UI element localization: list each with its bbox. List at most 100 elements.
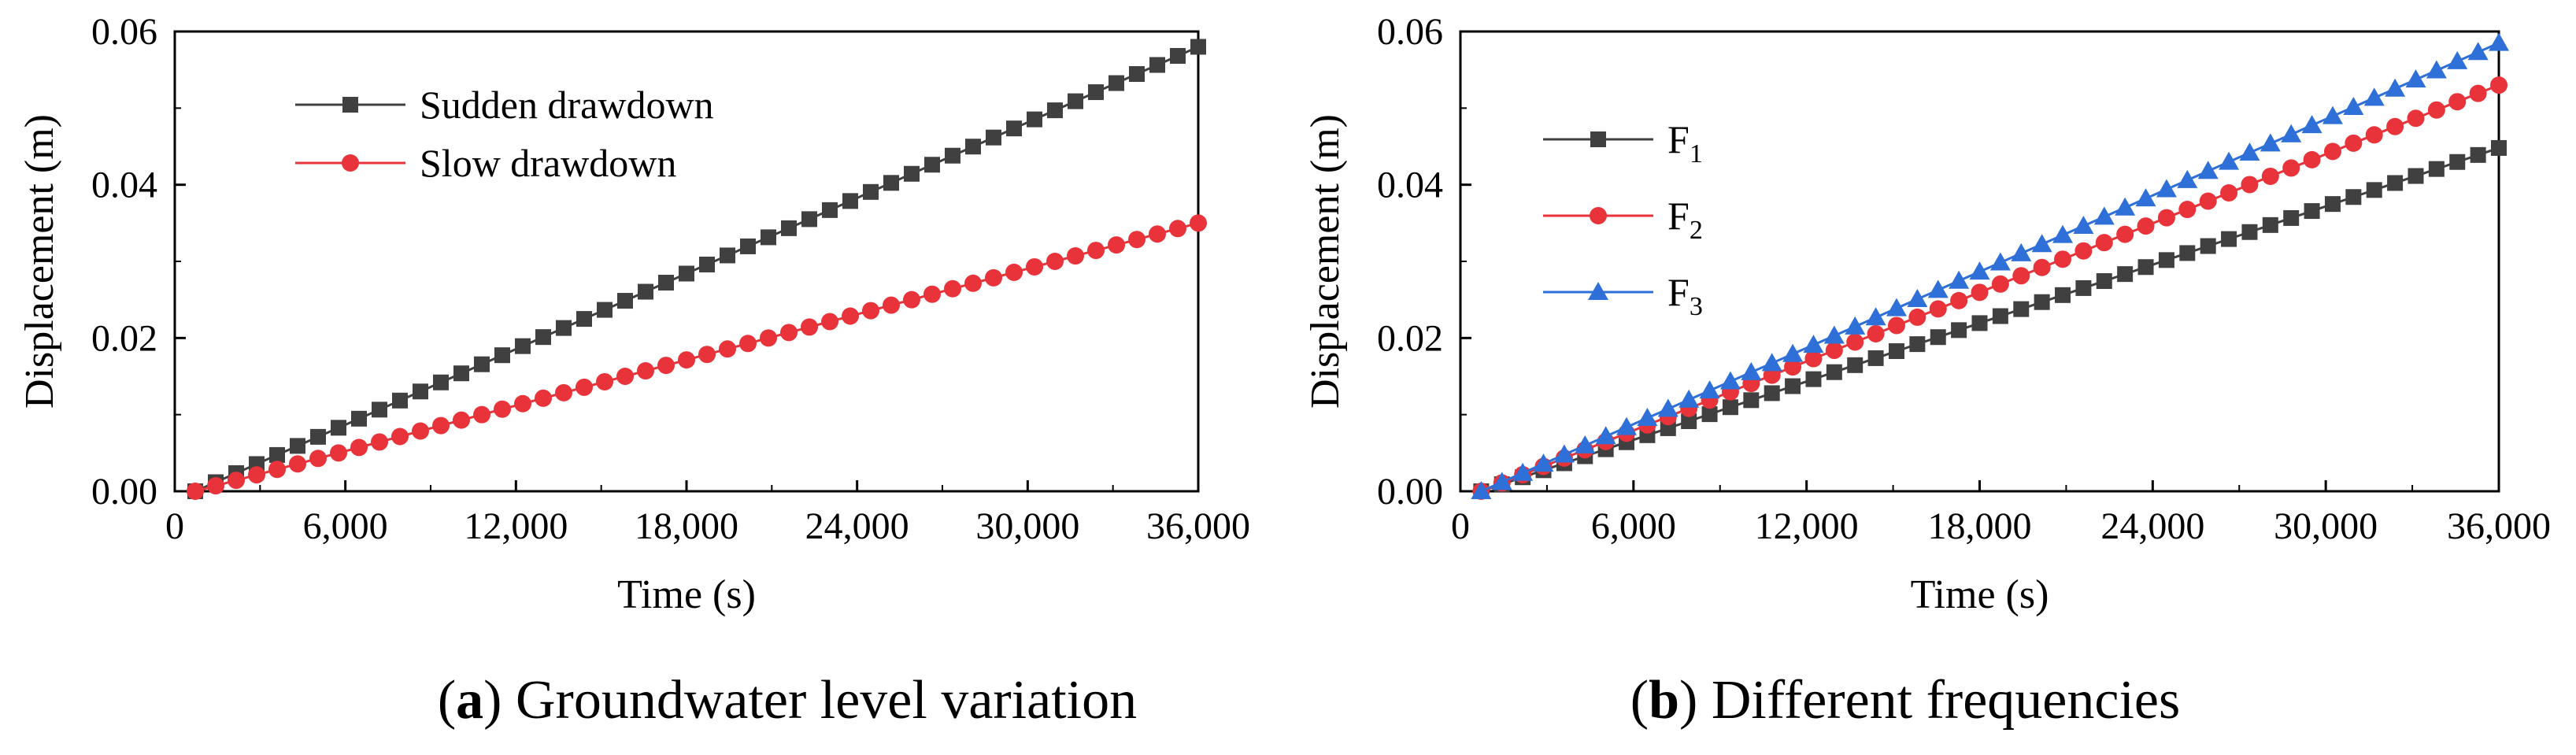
y-tick-label: 0.06 bbox=[1377, 11, 1443, 53]
data-point bbox=[1128, 231, 1146, 249]
data-point bbox=[1846, 333, 1864, 351]
data-point bbox=[1865, 307, 1886, 326]
chart-panel-a: 0 6,000 12,000 18,000 24,000 30,000 36,000 0.00… bbox=[17, 11, 1250, 731]
data-point bbox=[1047, 102, 1063, 119]
data-point bbox=[2345, 189, 2362, 205]
data-point bbox=[2052, 224, 2074, 243]
data-point bbox=[1512, 462, 1534, 481]
data-point bbox=[514, 394, 531, 413]
data-point bbox=[1969, 261, 1990, 280]
data-point bbox=[2031, 234, 2052, 253]
data-point bbox=[1108, 236, 1125, 254]
data-point bbox=[2220, 183, 2238, 202]
data-point bbox=[1907, 288, 1928, 307]
data-point bbox=[350, 439, 368, 457]
data-point bbox=[2093, 206, 2115, 225]
legend-marker bbox=[1588, 282, 1608, 300]
data-point bbox=[2116, 225, 2134, 243]
data-point bbox=[1847, 357, 1864, 373]
data-point bbox=[1678, 389, 1700, 408]
data-point bbox=[1741, 361, 1762, 380]
data-point bbox=[1657, 398, 1678, 417]
plot-frame bbox=[1459, 30, 2500, 493]
data-point bbox=[1971, 283, 1989, 302]
data-point bbox=[2137, 259, 2154, 276]
data-point bbox=[597, 302, 613, 318]
data-point bbox=[2135, 188, 2156, 207]
data-point bbox=[1761, 353, 1782, 372]
x-axis-title: Time (s) bbox=[617, 572, 756, 617]
data-point bbox=[2074, 242, 2093, 260]
data-point bbox=[2303, 150, 2321, 168]
data-point bbox=[433, 374, 449, 390]
data-point bbox=[2324, 196, 2341, 213]
data-point bbox=[862, 302, 879, 320]
data-point bbox=[2177, 169, 2198, 188]
data-point bbox=[2281, 124, 2302, 142]
data-point bbox=[1743, 392, 1760, 409]
data-point bbox=[1471, 481, 1492, 499]
data-point bbox=[760, 329, 777, 347]
data-point bbox=[740, 238, 756, 254]
data-point bbox=[1764, 385, 1780, 402]
data-point bbox=[2219, 151, 2240, 170]
caption-paren: ( bbox=[438, 670, 456, 731]
data-point bbox=[1575, 435, 1596, 453]
data-point bbox=[2387, 175, 2404, 191]
caption-tag: a bbox=[456, 670, 483, 731]
data-point bbox=[780, 324, 798, 342]
y-axis-title: Displacement (m) bbox=[1303, 114, 1348, 409]
data-point bbox=[2262, 217, 2278, 233]
data-point bbox=[1722, 399, 1738, 416]
x-tick-label: 12,000 bbox=[1755, 505, 1859, 547]
data-point bbox=[1782, 343, 1804, 362]
data-point bbox=[2408, 168, 2424, 184]
y-tick-label: 0.00 bbox=[91, 471, 157, 513]
data-point bbox=[904, 165, 920, 182]
series-0 bbox=[1473, 139, 2507, 499]
data-point bbox=[2301, 115, 2322, 134]
data-point bbox=[1927, 279, 1949, 298]
data-point bbox=[2490, 76, 2508, 94]
data-point bbox=[1971, 315, 1988, 331]
data-point bbox=[2158, 252, 2174, 268]
series-1 bbox=[187, 214, 1207, 500]
data-point bbox=[228, 472, 245, 490]
y-tick-label: 0.02 bbox=[91, 317, 157, 359]
data-point bbox=[269, 446, 285, 463]
data-point bbox=[2427, 101, 2445, 119]
data-point bbox=[923, 285, 941, 303]
y-tick-label: 0.02 bbox=[1377, 317, 1443, 359]
data-point bbox=[1805, 371, 1822, 387]
data-point bbox=[1949, 270, 1970, 289]
data-point bbox=[371, 433, 388, 451]
data-point bbox=[1909, 336, 1926, 353]
data-point bbox=[2095, 234, 2113, 252]
data-point bbox=[207, 477, 224, 495]
chart-panel-b: 0 6,000 12,000 18,000 24,000 30,000 36,000 0.00… bbox=[1303, 11, 2551, 731]
data-point bbox=[2491, 139, 2507, 156]
data-point bbox=[1784, 358, 1802, 376]
legend-marker bbox=[1590, 131, 1606, 147]
data-point bbox=[2117, 266, 2134, 283]
data-point bbox=[1930, 329, 1946, 346]
data-point bbox=[1027, 111, 1042, 128]
data-point bbox=[2470, 146, 2486, 163]
data-point bbox=[1823, 325, 1845, 344]
data-point bbox=[2449, 154, 2466, 170]
x-tick-label: 0 bbox=[165, 505, 184, 547]
data-point bbox=[392, 392, 408, 409]
legend-label: F2 bbox=[1667, 194, 1703, 245]
data-point bbox=[739, 335, 757, 353]
x-tick-label: 30,000 bbox=[975, 505, 1079, 547]
data-point bbox=[2363, 87, 2385, 106]
data-point bbox=[2200, 238, 2216, 254]
data-point bbox=[637, 362, 654, 380]
legend-label-subscript: 1 bbox=[1690, 139, 1703, 168]
data-point bbox=[2304, 203, 2320, 220]
data-point bbox=[2385, 78, 2406, 97]
data-point bbox=[2428, 161, 2445, 177]
data-point bbox=[678, 351, 695, 369]
data-point bbox=[2405, 69, 2426, 88]
data-point bbox=[596, 372, 613, 390]
